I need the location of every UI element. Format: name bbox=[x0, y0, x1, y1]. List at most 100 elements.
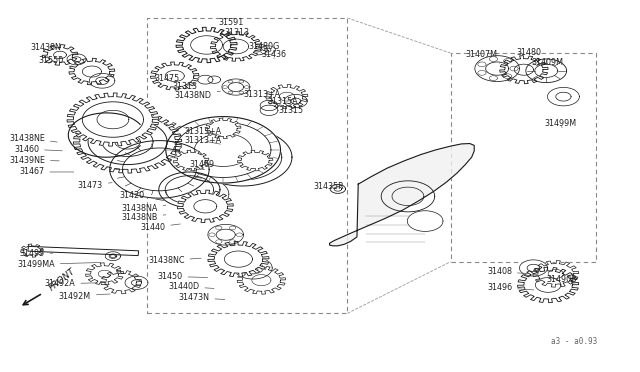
Bar bbox=[451, 53, 596, 262]
Polygon shape bbox=[20, 244, 44, 257]
Polygon shape bbox=[260, 105, 278, 115]
Polygon shape bbox=[28, 246, 139, 256]
Polygon shape bbox=[208, 76, 221, 83]
Text: 31313+A: 31313+A bbox=[244, 90, 281, 99]
Polygon shape bbox=[125, 276, 148, 289]
Polygon shape bbox=[166, 116, 280, 183]
Polygon shape bbox=[260, 46, 275, 55]
Text: 31438NB: 31438NB bbox=[121, 213, 166, 222]
Text: 31496: 31496 bbox=[487, 283, 534, 292]
Text: 31499M: 31499M bbox=[544, 119, 577, 128]
Polygon shape bbox=[176, 27, 237, 62]
Polygon shape bbox=[407, 211, 443, 231]
Polygon shape bbox=[126, 148, 218, 201]
Polygon shape bbox=[266, 84, 308, 109]
Polygon shape bbox=[330, 144, 474, 246]
Polygon shape bbox=[191, 36, 223, 54]
Polygon shape bbox=[194, 200, 217, 213]
Polygon shape bbox=[105, 252, 120, 260]
Text: 31460: 31460 bbox=[14, 145, 62, 154]
Text: 31438NE: 31438NE bbox=[9, 134, 57, 142]
Polygon shape bbox=[547, 87, 579, 106]
Polygon shape bbox=[518, 267, 579, 303]
Text: 31438NC: 31438NC bbox=[148, 256, 201, 265]
Polygon shape bbox=[248, 44, 267, 55]
Polygon shape bbox=[42, 45, 78, 65]
Text: 31473N: 31473N bbox=[179, 293, 225, 302]
Text: 31492A: 31492A bbox=[45, 279, 97, 288]
Polygon shape bbox=[237, 150, 273, 171]
Text: 31495: 31495 bbox=[19, 249, 52, 258]
Polygon shape bbox=[284, 94, 307, 108]
Text: 31480G: 31480G bbox=[248, 42, 280, 51]
Polygon shape bbox=[177, 190, 234, 222]
Polygon shape bbox=[67, 93, 159, 146]
Text: FRONT: FRONT bbox=[47, 266, 77, 292]
Text: 31467: 31467 bbox=[19, 167, 74, 176]
Polygon shape bbox=[515, 64, 534, 75]
Text: a3 - a0.93: a3 - a0.93 bbox=[550, 337, 597, 346]
Polygon shape bbox=[208, 224, 244, 245]
Text: 31420: 31420 bbox=[119, 191, 145, 200]
Text: 31490B: 31490B bbox=[546, 275, 577, 283]
Polygon shape bbox=[526, 59, 566, 83]
Polygon shape bbox=[234, 257, 272, 279]
Text: 31313+A: 31313+A bbox=[185, 127, 222, 136]
Text: 31473: 31473 bbox=[78, 181, 112, 190]
Polygon shape bbox=[106, 126, 180, 169]
Polygon shape bbox=[475, 56, 520, 81]
Text: 31475: 31475 bbox=[154, 74, 180, 83]
Text: 31438NA: 31438NA bbox=[121, 203, 166, 213]
Polygon shape bbox=[533, 261, 579, 287]
Polygon shape bbox=[208, 241, 269, 277]
Polygon shape bbox=[520, 260, 547, 276]
Polygon shape bbox=[69, 58, 115, 85]
Polygon shape bbox=[223, 39, 248, 54]
Polygon shape bbox=[198, 75, 213, 84]
Polygon shape bbox=[205, 118, 241, 139]
Polygon shape bbox=[150, 62, 199, 90]
Polygon shape bbox=[173, 150, 209, 171]
Polygon shape bbox=[91, 117, 195, 177]
Polygon shape bbox=[90, 73, 115, 88]
Polygon shape bbox=[159, 172, 220, 208]
Polygon shape bbox=[101, 270, 141, 294]
Polygon shape bbox=[74, 110, 182, 173]
Polygon shape bbox=[88, 119, 167, 164]
Polygon shape bbox=[83, 102, 143, 137]
Text: 31407M: 31407M bbox=[465, 51, 500, 63]
Text: 31439NE: 31439NE bbox=[9, 155, 59, 165]
Text: 31450: 31450 bbox=[157, 272, 207, 281]
Text: 31440: 31440 bbox=[140, 223, 180, 232]
Text: 31469: 31469 bbox=[189, 160, 223, 169]
Text: 31313: 31313 bbox=[225, 28, 250, 40]
Text: 31436: 31436 bbox=[261, 51, 286, 60]
Text: 31409M: 31409M bbox=[532, 58, 564, 67]
Polygon shape bbox=[193, 128, 292, 186]
Polygon shape bbox=[225, 251, 252, 267]
Polygon shape bbox=[222, 79, 250, 95]
Text: 31492M: 31492M bbox=[59, 292, 110, 301]
Text: 31550: 31550 bbox=[38, 56, 72, 67]
Text: 31315A: 31315A bbox=[268, 97, 298, 106]
Polygon shape bbox=[165, 70, 184, 81]
Polygon shape bbox=[237, 266, 285, 294]
Text: 31591: 31591 bbox=[218, 18, 243, 32]
Polygon shape bbox=[211, 32, 261, 61]
Text: 31313+A: 31313+A bbox=[185, 137, 222, 145]
Polygon shape bbox=[172, 177, 229, 211]
Text: 31315: 31315 bbox=[278, 106, 304, 115]
Text: 31440D: 31440D bbox=[168, 282, 214, 291]
Polygon shape bbox=[500, 56, 548, 84]
Polygon shape bbox=[330, 185, 346, 193]
Polygon shape bbox=[260, 100, 278, 111]
Text: 31499MA: 31499MA bbox=[17, 260, 100, 269]
Bar bbox=[147, 18, 348, 313]
Polygon shape bbox=[67, 54, 86, 65]
Text: 31313: 31313 bbox=[172, 82, 197, 91]
Text: 31480: 31480 bbox=[516, 48, 541, 60]
Text: 31438N: 31438N bbox=[30, 43, 63, 59]
Polygon shape bbox=[109, 141, 209, 198]
Text: 31438ND: 31438ND bbox=[175, 91, 220, 100]
Polygon shape bbox=[86, 263, 124, 285]
